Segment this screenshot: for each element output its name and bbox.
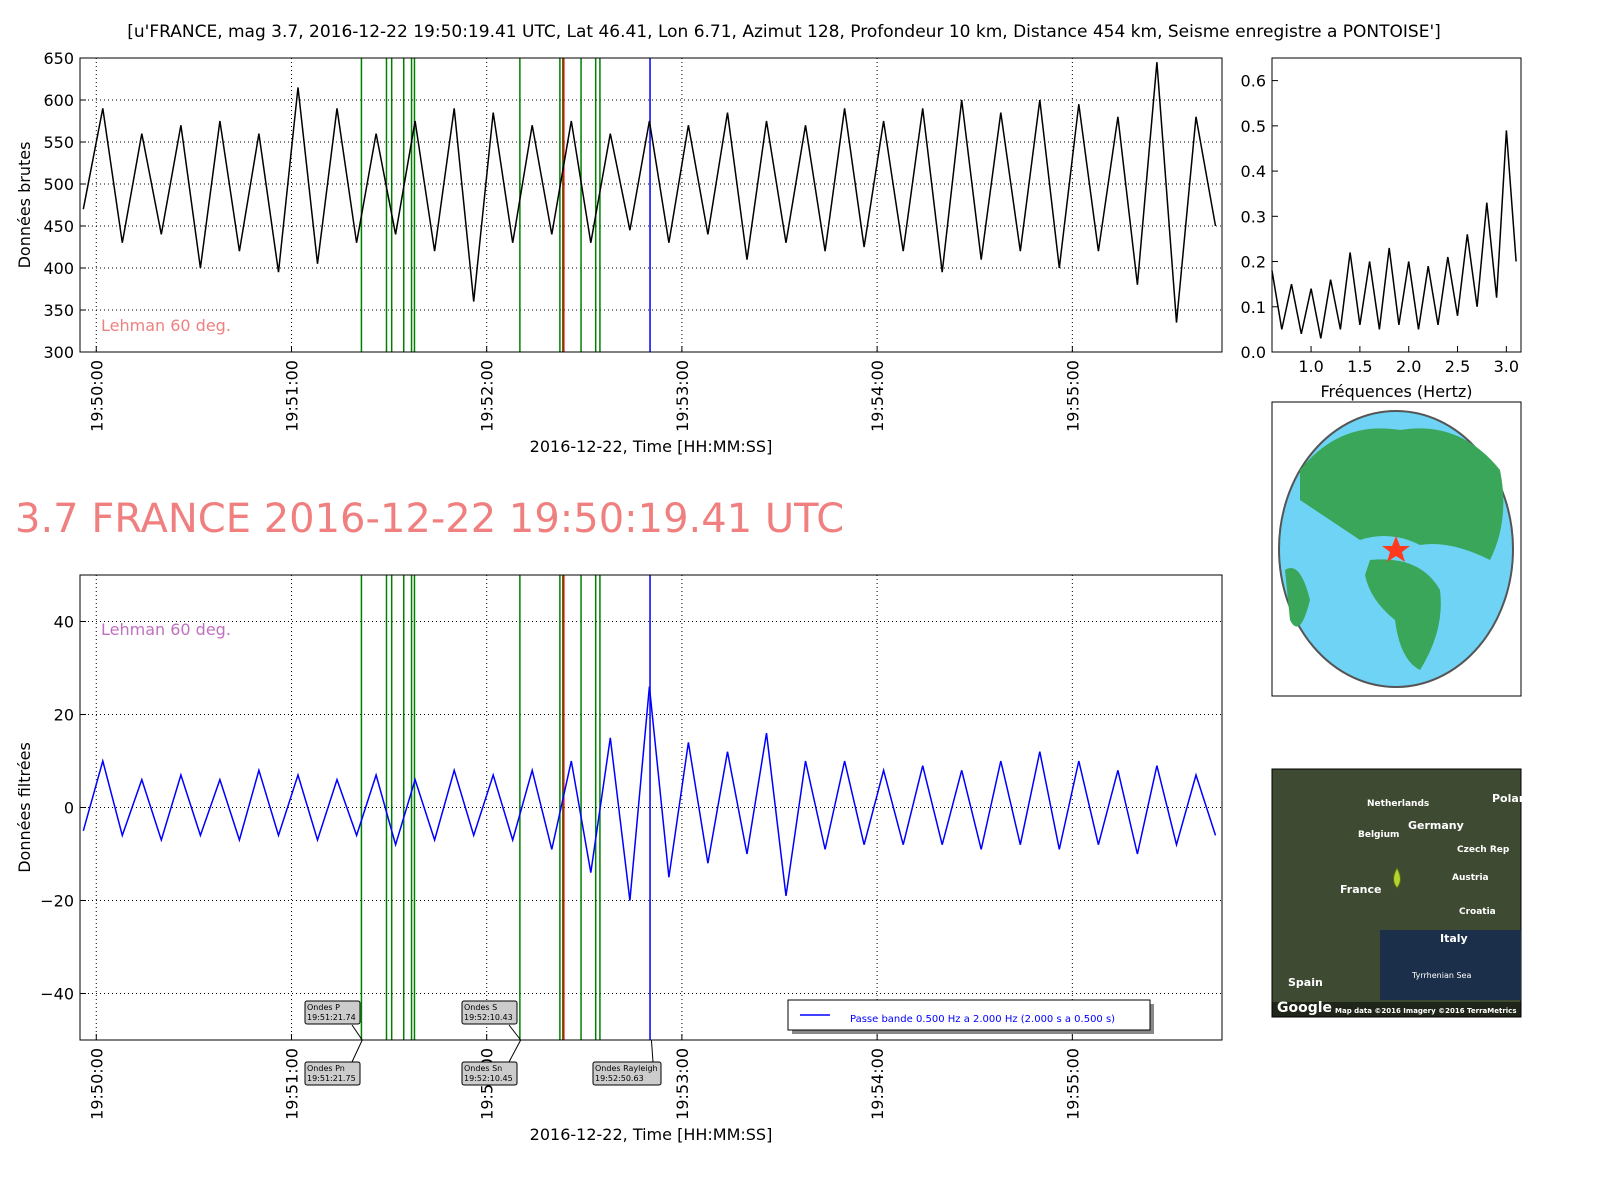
region-map <box>1271 768 1522 1018</box>
phase-arrow <box>650 1039 654 1063</box>
y-tick-label: 400 <box>43 259 74 278</box>
phase-time: 19:51:21.74 <box>307 1013 356 1022</box>
phase-arrow <box>351 1024 363 1041</box>
x-tick-label: 19:51:00 <box>282 1048 301 1120</box>
x-tick-label: 2.0 <box>1396 357 1421 376</box>
y-tick-label: 0.1 <box>1241 298 1266 317</box>
y-tick-label: −40 <box>40 985 74 1004</box>
phase-name: Ondes P <box>307 1003 340 1012</box>
map-label: Map data ©2016 Imagery ©2016 TerraMetric… <box>1335 1007 1517 1015</box>
headline: 3.7 FRANCE 2016-12-22 19:50:19.41 UTC <box>15 496 844 542</box>
x-tick-label: 19:55:00 <box>1063 1048 1082 1120</box>
y-tick-label: 0.6 <box>1241 72 1266 91</box>
globe-land <box>1365 559 1441 670</box>
y-tick-label: 0.3 <box>1241 207 1266 226</box>
map-label: Belgium <box>1358 830 1399 840</box>
trace <box>82 686 1217 901</box>
map-label: Austria <box>1452 873 1489 883</box>
x-tick-label: 3.0 <box>1494 357 1519 376</box>
phase-label-box <box>461 1061 518 1086</box>
y-tick-label: 0.5 <box>1241 117 1266 136</box>
trace <box>1271 130 1517 339</box>
epicenter-star <box>1382 536 1410 562</box>
y-tick-label: 650 <box>43 49 74 68</box>
y-tick-label: 20 <box>54 706 74 725</box>
x-axis-label: Fréquences (Hertz) <box>1320 382 1472 401</box>
phase-label-box <box>304 1000 361 1025</box>
x-tick-label: 19:55:00 <box>1063 360 1082 432</box>
map-label: Polan <box>1492 792 1527 805</box>
y-tick-label: 40 <box>54 613 74 632</box>
legend-box <box>787 999 1151 1031</box>
y-tick-label: 0.0 <box>1241 343 1266 362</box>
x-tick-label: 19:51:00 <box>282 360 301 432</box>
trace <box>82 62 1217 323</box>
map-label: Czech Rep <box>1457 845 1510 855</box>
plot-area <box>80 58 1222 352</box>
figure-title: [u'FRANCE, mag 3.7, 2016-12-22 19:50:19.… <box>127 22 1441 42</box>
y-axis-label: Données filtrées <box>15 742 34 873</box>
y-tick-label: 550 <box>43 133 74 152</box>
x-tick-label: 19:54:00 <box>868 1048 887 1120</box>
x-tick-label: 1.5 <box>1347 357 1372 376</box>
x-axis-label: 2016-12-22, Time [HH:MM:SS] <box>530 437 773 456</box>
phase-arrow <box>351 1039 363 1063</box>
annotation: Lehman 60 deg. <box>101 316 231 335</box>
x-tick-label: 1.0 <box>1298 357 1323 376</box>
y-tick-label: −20 <box>40 892 74 911</box>
y-tick-label: 0 <box>64 799 74 818</box>
map-label: Netherlands <box>1367 799 1429 809</box>
phase-time: 19:52:10.45 <box>464 1074 513 1083</box>
x-tick-label: 19:54:00 <box>868 360 887 432</box>
globe-land <box>1285 568 1310 627</box>
annotation: Lehman 60 deg. <box>101 620 231 639</box>
map-label: Tyrrhenian Sea <box>1411 971 1471 980</box>
phase-label-box <box>461 1000 518 1025</box>
phase-name: Ondes Pn <box>307 1064 345 1073</box>
phase-time: 19:52:50.63 <box>595 1074 644 1083</box>
plot-frame <box>1271 57 1522 353</box>
phase-time: 19:51:21.75 <box>307 1074 356 1083</box>
phase-time: 19:52:10.43 <box>464 1013 513 1022</box>
globe <box>1271 401 1522 697</box>
x-axis-label: 2016-12-22, Time [HH:MM:SS] <box>530 1125 773 1144</box>
map-label: Croatia <box>1459 907 1496 917</box>
phase-label-box <box>592 1061 662 1086</box>
map-label: France <box>1340 883 1381 896</box>
phase-name: Ondes S <box>464 1003 497 1012</box>
x-tick-label: 19:53:00 <box>673 1048 692 1120</box>
phase-name: Ondes Rayleigh <box>595 1064 658 1073</box>
phase-arrow <box>508 1039 522 1063</box>
phase-arrow <box>508 1024 522 1041</box>
y-tick-label: 600 <box>43 91 74 110</box>
map-pin <box>1393 867 1401 889</box>
x-tick-label: 19:50:00 <box>87 1048 106 1120</box>
y-tick-label: 500 <box>43 175 74 194</box>
phase-label-box <box>304 1061 361 1086</box>
plot-frame <box>79 574 1223 1041</box>
x-tick-label: 19:53:00 <box>673 360 692 432</box>
legend-label: Passe bande 0.500 Hz a 2.000 Hz (2.000 s… <box>850 1014 1115 1025</box>
plot-frame <box>79 57 1223 353</box>
y-axis-label: Données brutes <box>15 142 34 269</box>
map-label: Germany <box>1408 819 1464 832</box>
phase-name: Ondes Sn <box>464 1064 502 1073</box>
x-tick-label: 19:50:00 <box>87 360 106 432</box>
y-tick-label: 0.4 <box>1241 162 1266 181</box>
y-tick-label: 450 <box>43 217 74 236</box>
x-tick-label: 2.5 <box>1445 357 1470 376</box>
y-tick-label: 350 <box>43 301 74 320</box>
map-label: Spain <box>1288 976 1323 989</box>
map-footer <box>1272 1002 1521 1017</box>
map-label: Italy <box>1440 932 1468 945</box>
map-label: Google <box>1277 1000 1332 1016</box>
x-tick-label: 19:52:00 <box>478 360 497 432</box>
y-tick-label: 300 <box>43 343 74 362</box>
y-tick-label: 0.2 <box>1241 253 1266 272</box>
globe-land <box>1300 428 1504 560</box>
map-sea <box>1380 930 1521 1000</box>
